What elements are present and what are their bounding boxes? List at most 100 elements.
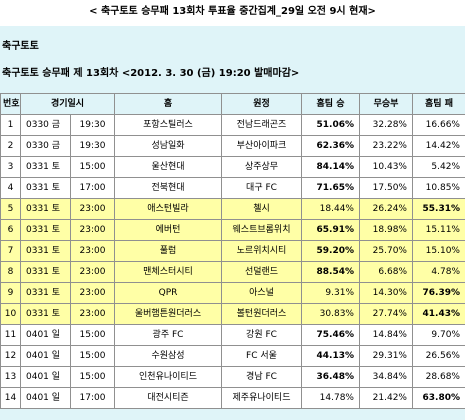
match-date: 0331 토 (20, 240, 71, 262)
match-date: 0331 토 (20, 282, 71, 304)
row-number: 7 (0, 240, 21, 262)
match-date: 0331 토 (20, 219, 71, 241)
away-team: 부산아이파크 (221, 135, 302, 157)
home-loss-ratio: 5.42% (412, 156, 465, 178)
home-win-ratio: 14.78% (301, 387, 360, 409)
home-loss-ratio: 16.66% (412, 114, 465, 136)
away-team: 상주상무 (221, 156, 302, 178)
row-number: 6 (0, 219, 21, 241)
home-team: 전북현대 (114, 177, 222, 199)
home-loss-ratio: 55.31% (412, 198, 465, 220)
home-win-ratio: 59.20% (301, 240, 360, 262)
table-row: 11 0401 일 15:00 광주 FC 강원 FC 75.46% 14.84% 9.70% (0, 324, 465, 346)
draw-ratio: 27.74% (359, 303, 413, 325)
home-win-ratio: 44.13% (301, 345, 360, 367)
draw-ratio: 34.84% (359, 366, 413, 388)
row-number: 3 (0, 156, 21, 178)
away-team: 선덜랜드 (221, 261, 302, 283)
home-team: 울버햄튼원더러스 (114, 303, 222, 325)
away-team: 첼시 (221, 198, 302, 220)
match-time: 23:00 (70, 282, 115, 304)
home-team: 에버턴 (114, 219, 222, 241)
home-loss-ratio: 15.10% (412, 240, 465, 262)
table-row: 3 0331 토 15:00 울산현대 상주상무 84.14% 10.43% 5.42% (0, 156, 465, 178)
row-number: 4 (0, 177, 21, 199)
header-datetime: 경기일시 (20, 93, 115, 115)
match-date: 0401 일 (20, 324, 71, 346)
table-header-row: 번호 경기일시 홈 원정 홈팀 승 무승부 홈팀 패 (0, 93, 465, 115)
home-win-ratio: 36.48% (301, 366, 360, 388)
match-time: 15:00 (70, 324, 115, 346)
home-loss-ratio: 63.80% (412, 387, 465, 409)
home-loss-ratio: 4.78% (412, 261, 465, 283)
draw-ratio: 17.50% (359, 177, 413, 199)
header-draw: 무승부 (359, 93, 413, 115)
row-number: 2 (0, 135, 21, 157)
header-home-loss: 홈팀 패 (412, 93, 465, 115)
match-time: 15:00 (70, 366, 115, 388)
draw-ratio: 14.30% (359, 282, 413, 304)
page-title: < 축구토토 승무패 13회차 투표율 중간집계_29일 오전 9시 현재> (89, 6, 376, 17)
home-team: 대전시티즌 (114, 387, 222, 409)
row-number: 10 (0, 303, 21, 325)
match-date: 0330 금 (20, 135, 71, 157)
row-number: 12 (0, 345, 21, 367)
home-win-ratio: 75.46% (301, 324, 360, 346)
away-team: 아스널 (221, 282, 302, 304)
match-date: 0401 일 (20, 366, 71, 388)
match-time: 23:00 (70, 240, 115, 262)
match-time: 17:00 (70, 387, 115, 409)
results-panel: 축구토토 축구토토 승무패 제 13회차 <2012. 3. 30 (금) 19… (0, 26, 465, 420)
match-date: 0331 토 (20, 303, 71, 325)
home-loss-ratio: 9.70% (412, 324, 465, 346)
draw-ratio: 25.70% (359, 240, 413, 262)
match-date: 0331 토 (20, 198, 71, 220)
home-win-ratio: 18.44% (301, 198, 360, 220)
match-date: 0330 금 (20, 114, 71, 136)
away-team: 경남 FC (221, 366, 302, 388)
away-team: 대구 FC (221, 177, 302, 199)
row-number: 8 (0, 261, 21, 283)
home-team: 광주 FC (114, 324, 222, 346)
row-number: 13 (0, 366, 21, 388)
home-win-ratio: 71.65% (301, 177, 360, 199)
home-team: QPR (114, 282, 222, 304)
header-home-win: 홈팀 승 (301, 93, 360, 115)
draw-ratio: 18.98% (359, 219, 413, 241)
home-loss-ratio: 15.11% (412, 219, 465, 241)
draw-ratio: 32.28% (359, 114, 413, 136)
home-loss-ratio: 26.56% (412, 345, 465, 367)
draw-ratio: 23.22% (359, 135, 413, 157)
home-win-ratio: 30.83% (301, 303, 360, 325)
match-time: 15:00 (70, 345, 115, 367)
home-loss-ratio: 41.43% (412, 303, 465, 325)
home-team: 애스턴빌라 (114, 198, 222, 220)
home-team: 풀럼 (114, 240, 222, 262)
home-win-ratio: 51.06% (301, 114, 360, 136)
match-date: 0331 토 (20, 261, 71, 283)
header-home: 홈 (114, 93, 222, 115)
home-win-ratio: 65.91% (301, 219, 360, 241)
match-time: 23:00 (70, 198, 115, 220)
home-loss-ratio: 28.68% (412, 366, 465, 388)
home-team: 수원삼성 (114, 345, 222, 367)
match-date: 0331 토 (20, 177, 71, 199)
header-no: 번호 (0, 93, 21, 115)
match-date: 0331 토 (20, 156, 71, 178)
home-loss-ratio: 10.85% (412, 177, 465, 199)
table-row: 14 0401 일 17:00 대전시티즌 제주유나이티드 14.78% 21.42% 63.… (0, 387, 465, 409)
table-row: 1 0330 금 19:30 포항스틸러스 전남드래곤즈 51.06% 32.28% 16.6… (0, 114, 465, 136)
row-number: 1 (0, 114, 21, 136)
table-row: 6 0331 토 23:00 에버턴 웨스트브롬위치 65.91% 18.98% 15.11% (0, 219, 465, 241)
table-row: 9 0331 토 23:00 QPR 아스널 9.31% 14.30% 76.39% (0, 282, 465, 304)
match-time: 15:00 (70, 156, 115, 178)
home-win-ratio: 84.14% (301, 156, 360, 178)
match-date: 0401 일 (20, 345, 71, 367)
row-number: 5 (0, 198, 21, 220)
away-team: 웨스트브롬위치 (221, 219, 302, 241)
match-time: 19:30 (70, 135, 115, 157)
table-row: 4 0331 토 17:00 전북현대 대구 FC 71.65% 17.50% 10.85% (0, 177, 465, 199)
match-time: 17:00 (70, 177, 115, 199)
row-number: 9 (0, 282, 21, 304)
home-team: 맨체스터시티 (114, 261, 222, 283)
